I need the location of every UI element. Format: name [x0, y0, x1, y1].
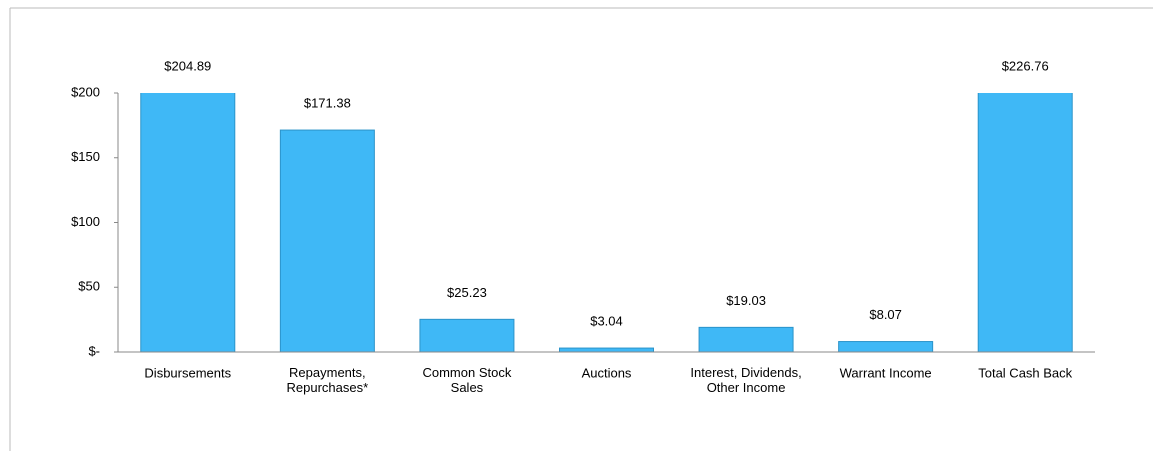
y-tick-label: $50: [78, 279, 100, 294]
x-tick-label: Common Stock Sales: [422, 365, 511, 395]
bar: [559, 347, 654, 353]
y-tick-label: $-: [88, 343, 100, 358]
bar: [977, 93, 1073, 353]
x-tick-label: Interest, Dividends, Other Income: [690, 365, 801, 395]
data-label: $171.38: [304, 96, 351, 111]
bar: [698, 326, 794, 353]
bar: [140, 93, 236, 353]
x-tick-label: Auctions: [582, 365, 632, 380]
bar: [419, 318, 515, 353]
data-label: $8.07: [869, 307, 902, 322]
bars: [140, 93, 1073, 353]
y-tick-label: $200: [71, 84, 100, 99]
x-tick-label: Repayments, Repurchases*: [287, 365, 369, 395]
y-tick-label: $100: [71, 214, 100, 229]
bar: [279, 129, 375, 353]
data-label: $226.76: [1002, 58, 1049, 73]
bar: [838, 341, 934, 353]
data-label: $204.89: [164, 58, 211, 73]
y-tick-label: $150: [71, 149, 100, 164]
x-tick-label: Total Cash Back: [978, 365, 1072, 380]
x-tick-label: Disbursements: [144, 365, 231, 380]
data-label: $25.23: [447, 285, 487, 300]
data-label: $19.03: [726, 293, 766, 308]
x-tick-label: Warrant Income: [840, 365, 932, 380]
data-label: $3.04: [590, 314, 623, 329]
